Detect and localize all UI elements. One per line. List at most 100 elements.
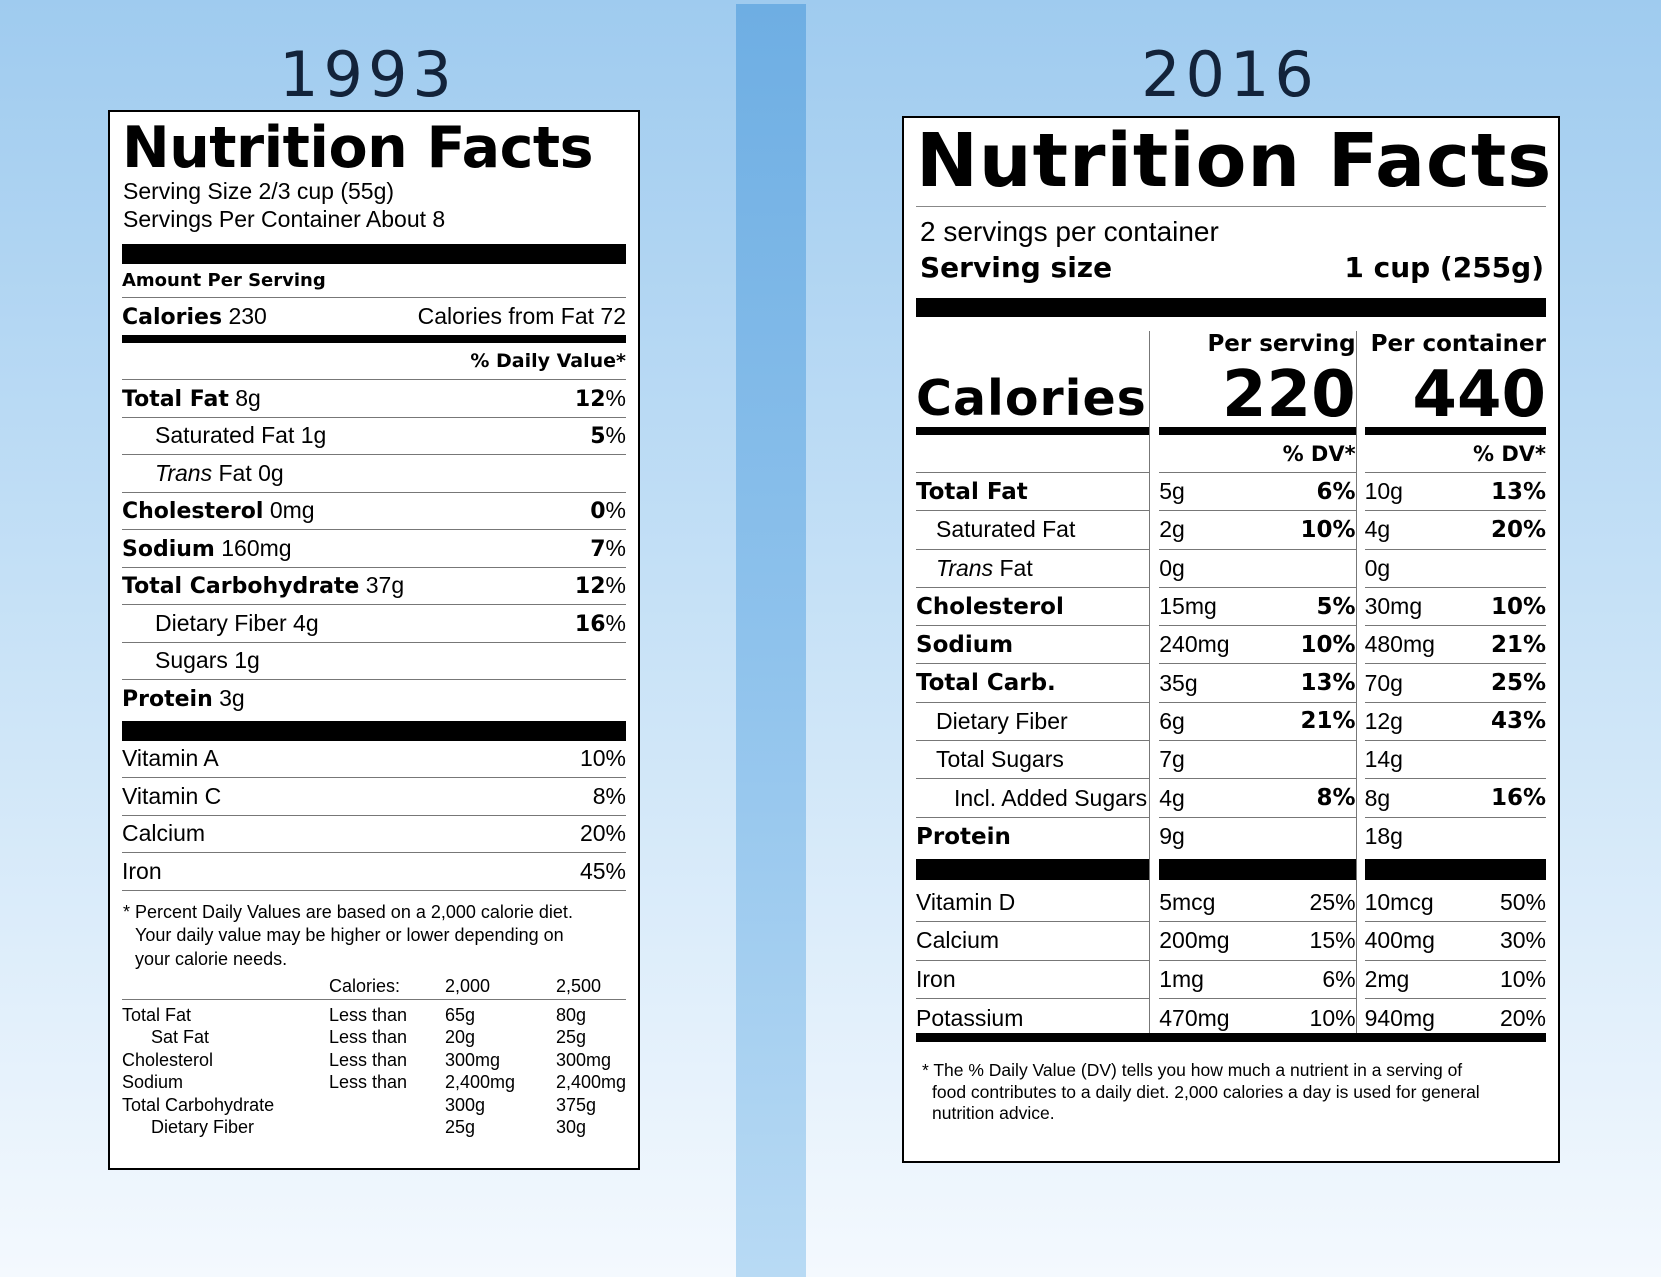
- vitamin-row: Vitamin C 8%: [122, 778, 626, 816]
- footnote: * The % Daily Value (DV) tells you how m…: [922, 1060, 1480, 1123]
- amount-per-serving: Amount Per Serving: [122, 264, 626, 298]
- nutrient-name: Cholesterol: [916, 588, 1150, 627]
- nutrient-name: Total Carb.: [916, 664, 1150, 703]
- nutrient-grid: Calories Total Fat Saturated Fat Trans F…: [916, 331, 1546, 1038]
- vitamin-pct: 45%: [579, 857, 626, 884]
- nutrient-name: Trans: [155, 459, 213, 486]
- vitamin-name: Calcium: [122, 820, 206, 847]
- nutrient-amount: 3g: [219, 685, 245, 712]
- nutrient-row: Cholesterol 0mg 0%: [122, 493, 626, 530]
- nutrient-name: Total Sugars: [916, 741, 1150, 780]
- footnote: * Percent Daily Values are based on a 2,…: [123, 901, 573, 969]
- table-row: Dietary Fiber 25g 30g: [151, 1117, 586, 1137]
- nutrient-row: Trans Fat 0g: [122, 455, 626, 493]
- nutrient-amount: 1g: [234, 647, 260, 674]
- nutrient-name: Sodium: [122, 536, 215, 562]
- vitamin-name: Potassium: [916, 1004, 1024, 1031]
- nutrient-amount: 4g: [293, 609, 319, 636]
- thick-rule: [122, 720, 626, 741]
- nutrient-pct: 7: [590, 536, 606, 562]
- label-title: Nutrition Facts: [122, 115, 594, 181]
- vitamin-name: Iron: [122, 857, 162, 884]
- vitamin-name: Iron: [916, 961, 1150, 999]
- nutrient-pct: 12: [574, 574, 606, 600]
- vitamin-name: Calcium: [916, 922, 1150, 961]
- vitamin-row: Vitamin A 10%: [122, 741, 626, 778]
- nutrient-row: Dietary Fiber 4g 16%: [122, 605, 626, 643]
- vitamin-pct: 20%: [579, 820, 626, 847]
- vitamin-row: Calcium 20%: [122, 816, 626, 853]
- vitamin-name: Vitamin A: [122, 745, 219, 772]
- nutrient-name: Saturated Fat: [155, 422, 295, 449]
- year-2016: 2016: [1141, 38, 1319, 111]
- per-container-column: Per container 440 % DV* 10g 13% 4g 20% 0g …: [1355, 331, 1546, 1038]
- calories-label: Calories: [122, 305, 223, 330]
- table-row: Sat Fat Less than 20g 25g: [151, 1027, 586, 1047]
- nutrient-name: Sodium: [916, 626, 1150, 665]
- nutrient-row: Sugars 1g: [122, 643, 626, 680]
- nutrient-amount: 160mg: [221, 534, 292, 561]
- nutrient-row: Protein 3g: [122, 680, 626, 718]
- nutrient-pct: 5: [590, 424, 606, 450]
- calories-per-container: 440: [1412, 358, 1546, 432]
- nutrient-row: Sodium 160mg 7%: [122, 530, 626, 568]
- nutrient-name: Trans Fat: [916, 550, 1150, 588]
- nutrient-amount: 1g: [300, 422, 327, 449]
- calories-row: Calories 230 Calories from Fat 72: [122, 298, 626, 335]
- nutrient-name: Sugars: [155, 647, 228, 674]
- vitamin-row: Iron 45%: [122, 853, 626, 891]
- year-1993: 1993: [279, 38, 457, 111]
- nutrient-amount: 0g: [258, 459, 284, 486]
- thin-rule: [916, 206, 1546, 207]
- center-divider: [736, 4, 806, 1277]
- per-serving-label: Per serving: [1207, 331, 1356, 357]
- thick-rule: [122, 244, 626, 264]
- daily-value-header: % Daily Value*: [122, 343, 626, 380]
- calories-value: 230: [228, 303, 267, 329]
- nutrient-name: Dietary Fiber: [155, 609, 287, 636]
- calories-label: Calories: [916, 370, 1147, 427]
- nutrient-row: Saturated Fat 1g 5%: [122, 418, 626, 455]
- nutrient-amount: 8g: [235, 384, 261, 411]
- calories-from-fat: Calories from Fat 72: [417, 303, 626, 329]
- vitamin-name: Vitamin D: [916, 884, 1150, 923]
- nutrient-name: Incl. Added Sugars: [916, 779, 1150, 818]
- nutrient-row: Total Fat 8g 12%: [122, 380, 626, 418]
- table-row: Sodium Less than 2,400mg 2,400mg: [122, 1072, 626, 1092]
- nutrient-amount: 0mg: [269, 497, 315, 524]
- label-1993: Nutrition Facts Serving Size 2/3 cup (55…: [108, 110, 640, 1170]
- serving-size-value: 1 cup (255g): [1344, 251, 1544, 284]
- dv-header: % DV*: [1364, 435, 1546, 473]
- name-column: Calories Total Fat Saturated Fat Trans F…: [916, 331, 1150, 1037]
- per-container-label: Per container: [1370, 331, 1546, 357]
- vitamin-pct: 8%: [592, 782, 626, 809]
- nutrient-name: Protein: [122, 687, 213, 713]
- nutrient-name: Saturated Fat: [916, 511, 1150, 550]
- vitamin-name: Vitamin C: [122, 782, 222, 809]
- table-row: Cholesterol Less than 300mg 300mg: [122, 1049, 611, 1070]
- table-row: Total Carbohydrate 300g 375g: [122, 1094, 596, 1115]
- calories-per-serving: 220: [1222, 358, 1356, 432]
- nutrient-name: Total Carbohydrate: [122, 574, 360, 600]
- nutrient-pct: 12: [574, 386, 606, 412]
- servings-per-container: Servings Per Container About 8: [123, 206, 446, 232]
- vitamin-pct: 10%: [579, 745, 626, 772]
- serving-size: Serving Size 2/3 cup (55g): [123, 178, 395, 204]
- per-serving-column: Per serving 220 % DV* 5g 6% 2g 10% 0g 15mg…: [1149, 331, 1356, 1038]
- bottom-rule: [916, 1033, 1546, 1042]
- label-title: Nutrition Facts: [916, 118, 1553, 204]
- servings-per-container: 2 servings per container: [920, 216, 1219, 247]
- nutrient-row: Total Carbohydrate 37g 12%: [122, 568, 626, 605]
- serving-size-row: Serving size 1 cup (255g): [916, 248, 1546, 288]
- nutrient-name: Protein: [916, 823, 1011, 850]
- dv-header: % DV*: [1159, 435, 1356, 473]
- nutrient-name: Dietary Fiber: [916, 703, 1150, 742]
- nutrient-name: Cholesterol: [122, 499, 264, 525]
- thick-rule: [916, 298, 1546, 317]
- nutrient-name: Total Fat: [916, 473, 1150, 512]
- reference-table: Calories: 2,000 2,500 Total Fat Less tha…: [122, 973, 626, 1139]
- serving-size-label: Serving size: [920, 251, 1113, 284]
- nutrient-amount: 37g: [365, 572, 405, 599]
- nutrient-pct: 0: [590, 499, 606, 525]
- table-row: Total Fat Less than 65g 80g: [122, 1004, 586, 1025]
